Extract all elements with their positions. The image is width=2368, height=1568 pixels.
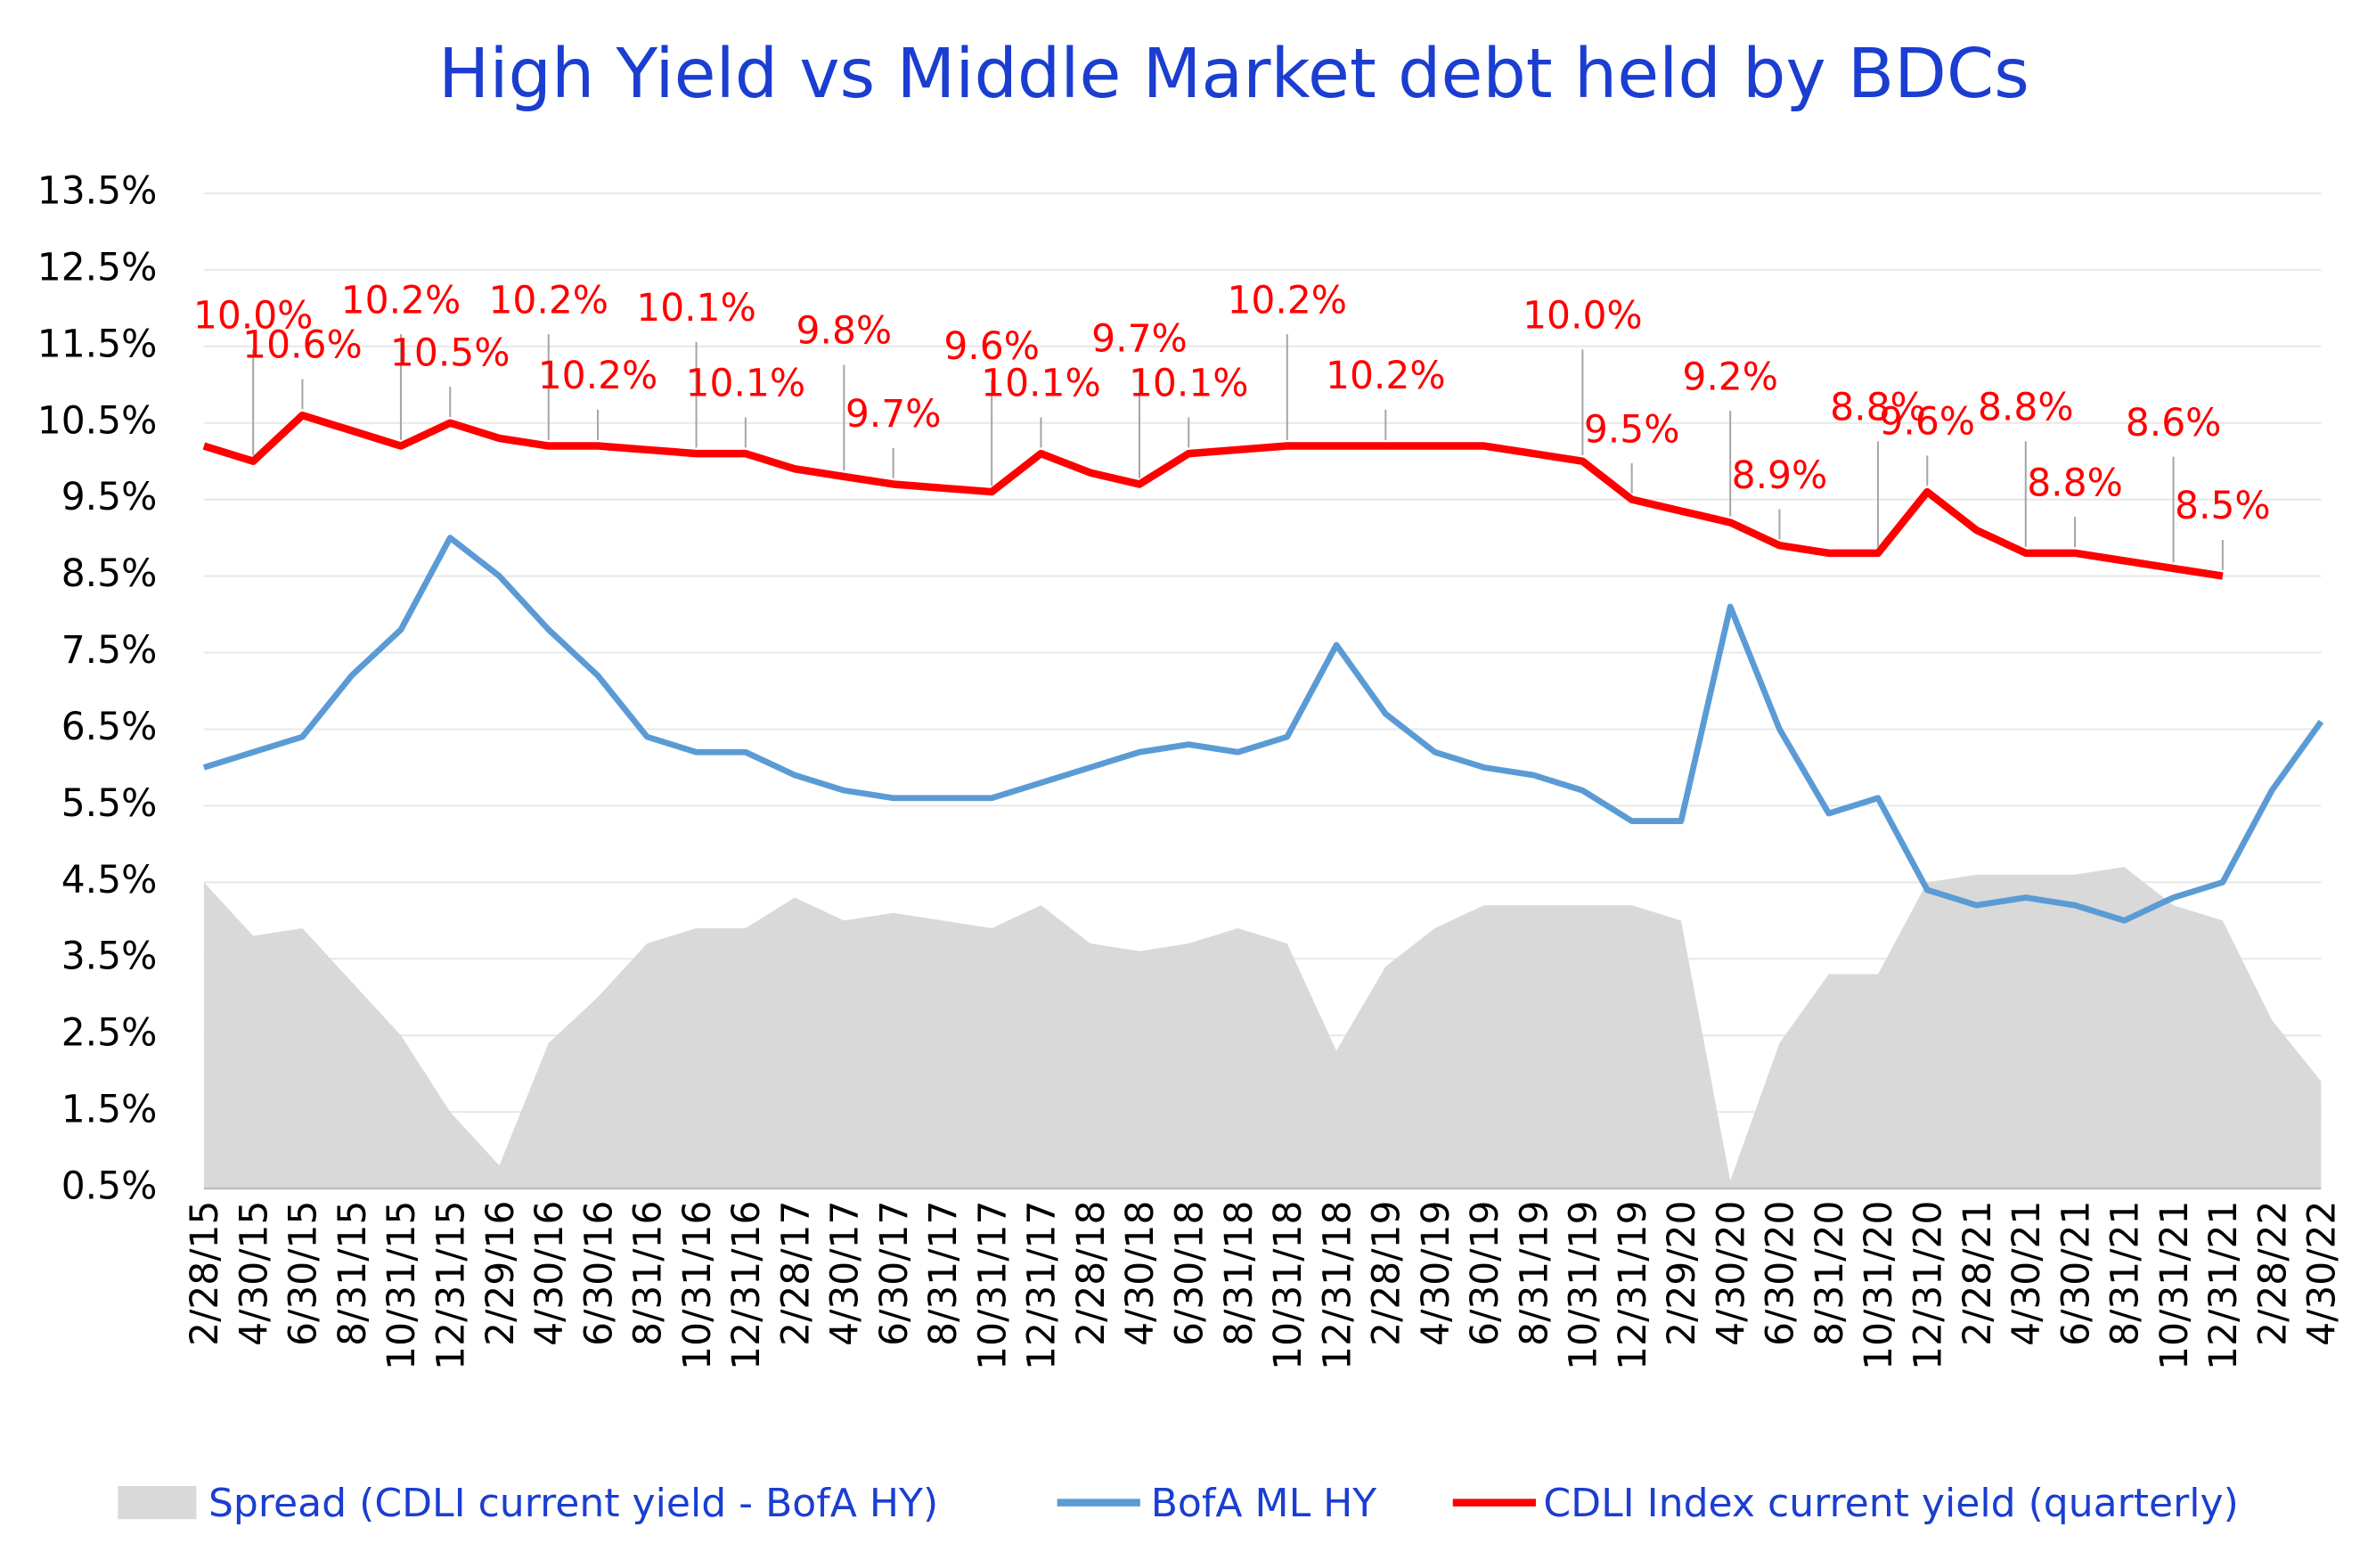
data-label: 9.2% (1682, 355, 1778, 398)
x-tick-label: 12/31/20 (1907, 1201, 1950, 1370)
x-tick-label: 4/30/15 (232, 1201, 275, 1346)
x-tick-label: 8/31/17 (921, 1201, 965, 1346)
y-tick-label: 3.5% (61, 935, 158, 978)
x-tick-label: 2/28/19 (1365, 1201, 1409, 1346)
spread-area (203, 867, 2322, 1189)
data-label: 10.2% (341, 278, 461, 322)
data-label: 10.1% (636, 286, 756, 330)
data-label: 10.0% (193, 294, 314, 338)
labels: 0.5% 1.5% 2.5% 3.5% 4.5% 5.5% 6.5% 7.5% 8.5% 9.5%… (37, 168, 2344, 1369)
data-label: 8.9% (1732, 453, 1828, 497)
data-label: 10.0% (1523, 294, 1643, 338)
x-tick-label: 12/31/17 (1020, 1201, 1064, 1370)
y-tick-label: 2.5% (61, 1011, 158, 1055)
x-tick-label: 8/31/15 (331, 1201, 374, 1346)
y-tick-label: 12.5% (37, 245, 158, 289)
x-tick-label: 4/30/22 (2300, 1201, 2344, 1346)
x-tick-label: 8/31/18 (1217, 1201, 1261, 1346)
x-tick-label: 6/30/18 (1167, 1201, 1211, 1346)
data-label: 8.6% (2126, 401, 2222, 445)
x-tick-label: 4/30/18 (1118, 1201, 1162, 1346)
data-label: 9.8% (796, 309, 893, 353)
series-line (202, 411, 2224, 580)
x-tick-label: 12/31/19 (1611, 1201, 1654, 1370)
data-label: 10.1% (1129, 362, 1249, 405)
x-tick-label: 10/31/17 (970, 1201, 1014, 1370)
x-tick-label: 10/31/16 (675, 1201, 719, 1370)
x-tick-label: 2/28/21 (1956, 1201, 1999, 1346)
x-tick-label: 8/31/20 (1808, 1201, 1851, 1346)
x-tick-label: 4/30/17 (823, 1201, 867, 1346)
y-tick-label: 13.5% (37, 168, 158, 212)
x-tick-label: 12/31/15 (429, 1201, 472, 1370)
chart-title: High Yield vs Middle Market debt held by… (438, 34, 2029, 113)
x-tick-label: 6/30/20 (1759, 1201, 1802, 1346)
y-tick-label: 10.5% (37, 398, 158, 442)
x-tick-label: 4/30/21 (2005, 1201, 2048, 1346)
legend-label: BofA ML HY (1151, 1481, 1377, 1526)
x-tick-label: 2/28/17 (773, 1201, 817, 1346)
data-label: 10.6% (242, 323, 363, 367)
legend: Spread (CDLI current yield - BofA HY) Bof… (118, 1481, 2239, 1526)
x-tick-label: 6/30/16 (576, 1201, 620, 1346)
data-label: 10.2% (1326, 354, 1446, 397)
data-label: 9.7% (1091, 316, 1188, 360)
legend-swatch (118, 1485, 197, 1520)
x-tick-label: 6/30/19 (1463, 1201, 1507, 1346)
data-label: 10.2% (538, 354, 658, 397)
x-tick-label: 10/31/19 (1562, 1201, 1605, 1370)
data-label: 9.6% (1879, 400, 1975, 444)
x-tick-label: 6/30/17 (872, 1201, 916, 1346)
x-tick-label: 2/28/22 (2250, 1201, 2294, 1346)
x-tick-label: 2/29/16 (478, 1201, 522, 1346)
y-tick-label: 9.5% (61, 475, 158, 519)
y-tick-label: 8.5% (61, 551, 158, 595)
x-tick-label: 12/31/16 (724, 1201, 768, 1370)
data-label: 10.2% (488, 278, 608, 322)
x-tick-label: 2/28/15 (183, 1201, 226, 1346)
data-label: 9.7% (845, 392, 942, 436)
x-tick-label: 4/30/19 (1414, 1201, 1458, 1346)
data-label: 8.8% (1830, 386, 1926, 429)
x-tick-label: 8/31/19 (1512, 1201, 1556, 1346)
y-tick-label: 11.5% (37, 322, 158, 365)
x-tick-label: 10/31/18 (1266, 1201, 1310, 1370)
x-tick-label: 2/29/20 (1660, 1201, 1703, 1346)
data-label: 8.5% (2175, 484, 2271, 527)
data-label: 10.1% (686, 362, 806, 405)
data-label: 10.2% (1227, 278, 1347, 322)
x-tick-label: 10/31/20 (1857, 1201, 1900, 1370)
x-tick-label: 2/28/18 (1069, 1201, 1113, 1346)
data-label: 8.8% (2027, 461, 2123, 504)
y-tick-label: 6.5% (61, 705, 158, 748)
x-tick-label: 12/31/21 (2201, 1201, 2245, 1370)
data-label: 8.8% (1978, 386, 2074, 429)
x-tick-label: 6/30/21 (2054, 1201, 2097, 1346)
legend-label: Spread (CDLI current yield - BofA HY) (208, 1481, 938, 1526)
x-tick-label: 6/30/15 (282, 1201, 325, 1346)
legend-label: CDLI Index current yield (quarterly) (1543, 1481, 2238, 1526)
x-tick-label: 8/31/21 (2103, 1201, 2147, 1346)
y-tick-label: 0.5% (61, 1164, 158, 1208)
series-line (202, 535, 2324, 924)
x-tick-label: 10/31/21 (2152, 1201, 2196, 1370)
data-label: 9.6% (943, 324, 1040, 368)
y-tick-label: 4.5% (61, 858, 158, 902)
data-label: 10.5% (390, 331, 510, 374)
plot (202, 411, 2324, 1189)
x-tick-label: 8/31/16 (626, 1201, 670, 1346)
y-tick-label: 7.5% (61, 628, 158, 672)
x-tick-label: 12/31/18 (1315, 1201, 1359, 1370)
data-label: 9.5% (1584, 407, 1680, 451)
x-tick-label: 4/30/16 (527, 1201, 571, 1346)
data-label: 10.1% (981, 362, 1101, 405)
x-tick-label: 4/30/20 (1709, 1201, 1752, 1346)
x-tick-label: 10/31/15 (380, 1201, 423, 1370)
y-tick-label: 5.5% (61, 781, 158, 825)
y-tick-label: 1.5% (61, 1088, 158, 1131)
